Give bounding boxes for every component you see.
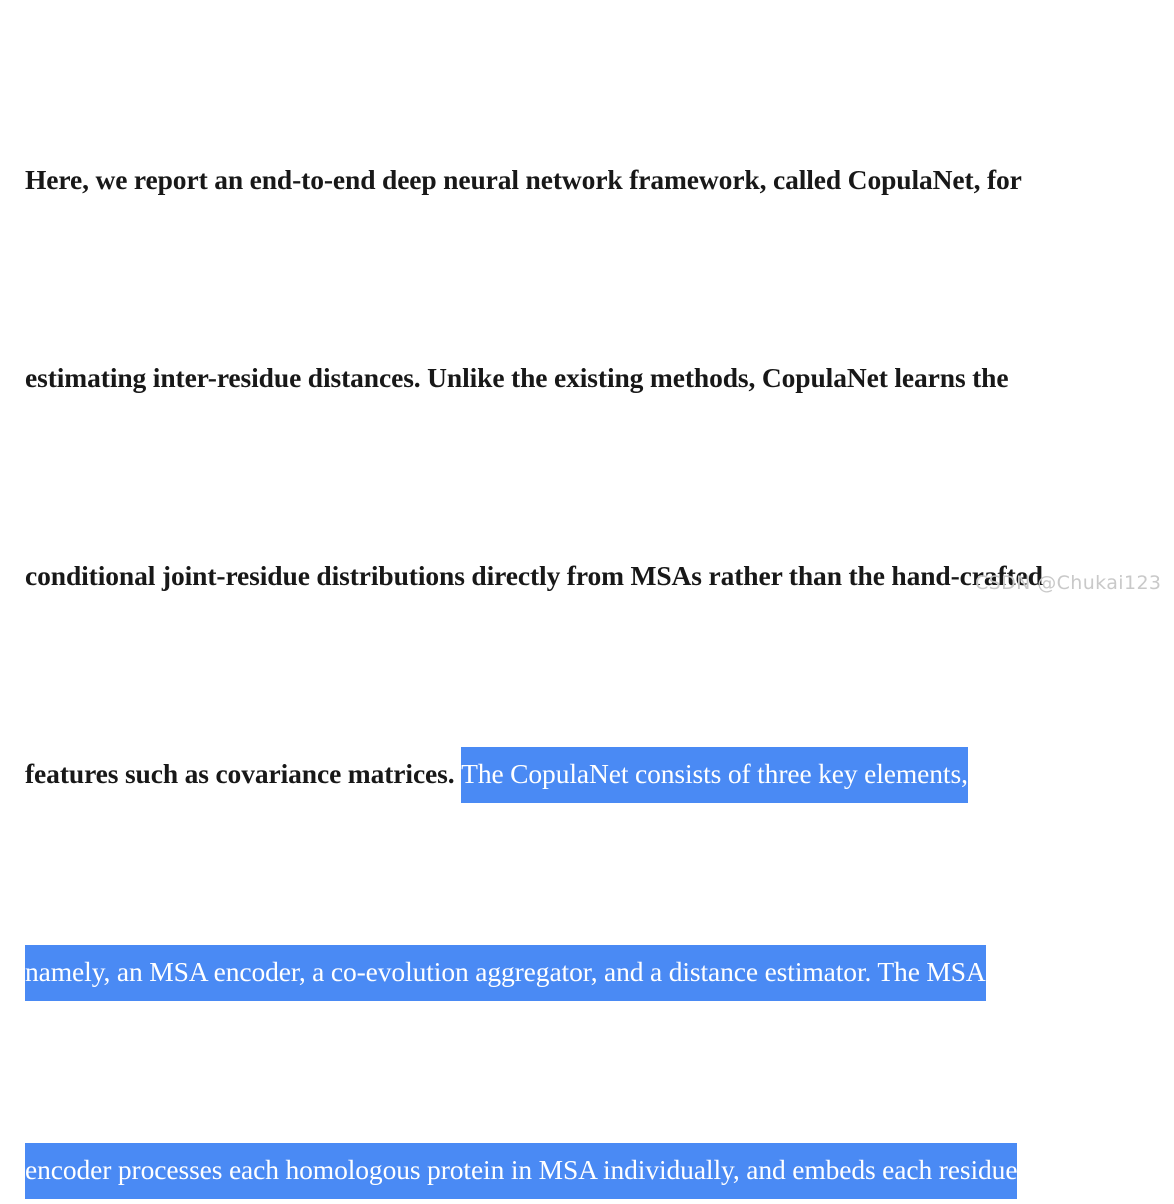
line-plain-text: features such as covariance matrices. — [25, 757, 462, 789]
text-line: namely, an MSA encoder, a co-evolution a… — [25, 944, 1110, 1001]
line-plain-text: Here, we report an end-to-end deep neura… — [25, 163, 1022, 195]
paragraph-body[interactable]: Here, we report an end-to-end deep neura… — [25, 6, 1110, 1204]
text-line: encoder processes each homologous protei… — [25, 1142, 1110, 1199]
csdn-watermark: CSDN @Chukai123 — [975, 572, 1162, 594]
line-plain-text: conditional joint-residue distributions … — [25, 559, 1043, 591]
text-line: conditional joint-residue distributions … — [25, 551, 1110, 601]
text-line: Here, we report an end-to-end deep neura… — [25, 155, 1110, 205]
text-line: estimating inter-residue distances. Unli… — [25, 353, 1110, 403]
line-plain-text: estimating inter-residue distances. Unli… — [25, 361, 1009, 393]
text-line: features such as covariance matrices. Th… — [25, 746, 1110, 803]
selected-text-fragment[interactable]: namely, an MSA encoder, a co-evolution a… — [25, 944, 986, 1001]
selected-text-fragment[interactable]: The CopulaNet consists of three key elem… — [461, 746, 968, 803]
selected-text-fragment[interactable]: encoder processes each homologous protei… — [25, 1142, 1018, 1199]
document-page: Here, we report an end-to-end deep neura… — [25, 163, 1162, 1199]
